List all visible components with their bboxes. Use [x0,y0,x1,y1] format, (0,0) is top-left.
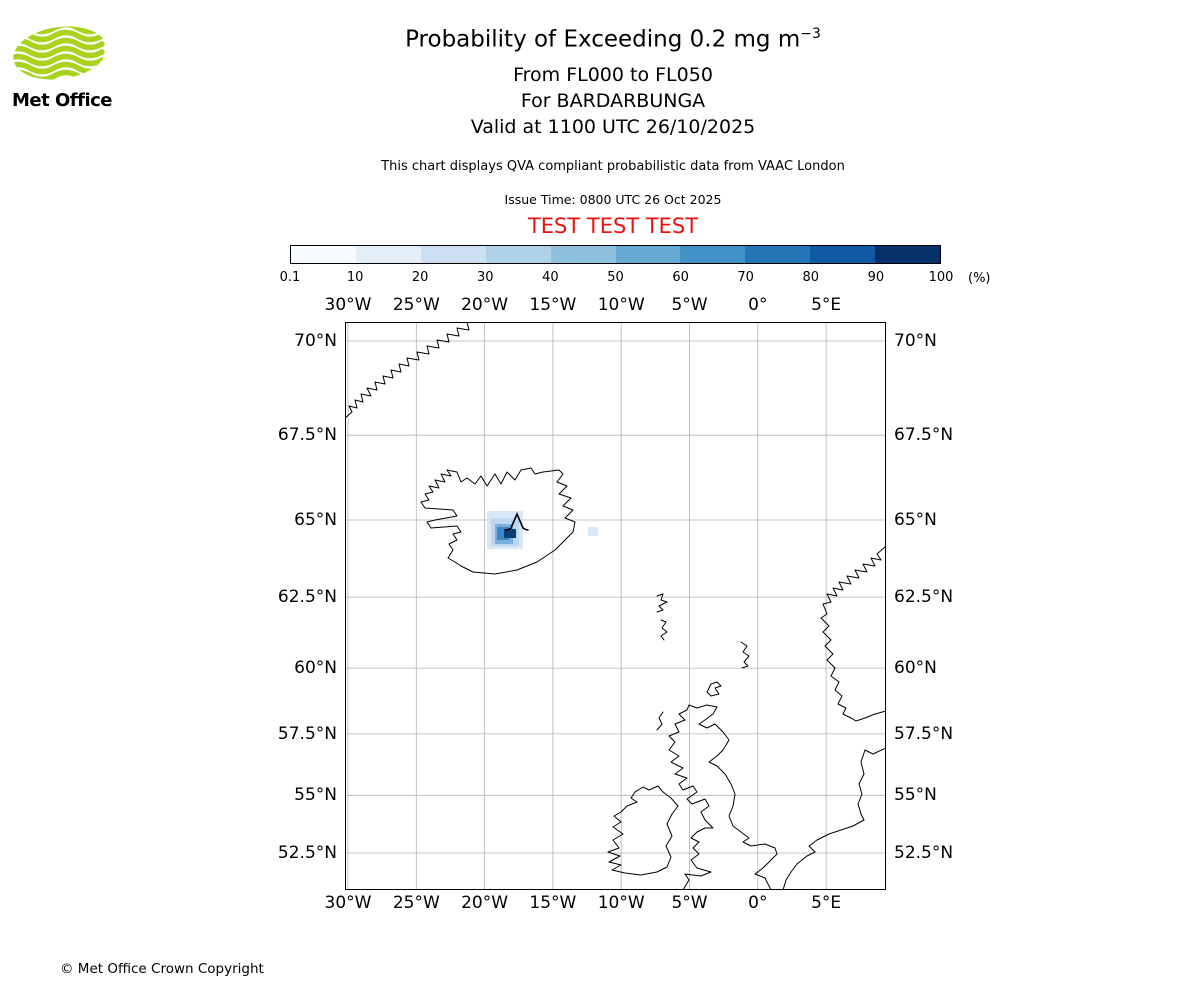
lat-tick-label: 52.5°N [894,843,954,863]
coastline-orkney [706,681,722,697]
lat-tick-label: 62.5°N [277,587,337,608]
plume-cell [504,529,516,538]
colorbar-tick-label: 90 [867,270,885,285]
map-canvas [344,321,887,891]
lon-tick-label: 30°W [324,893,372,913]
colorbar-tick-label: 0.1 [279,270,301,285]
volcano-marker-icon [505,511,529,531]
coastline-ireland [607,785,679,876]
lat-tick-label: 65°N [294,510,337,530]
colorbar-tick-label: 80 [802,270,820,285]
colorbar-tick-label: 60 [672,270,689,285]
lon-tick-label: 20°W [461,893,509,913]
colorbar [290,245,941,264]
qva-note: This chart displays QVA compliant probab… [381,159,845,174]
lat-tick-label: 60°N [894,658,937,679]
copyright: © Met Office Crown Copyright [60,961,264,977]
lon-tick-label: 15°W [529,295,577,315]
colorbar-tick-label: 40 [542,270,559,285]
colorbar-segment [875,246,941,263]
lon-tick-label: 5°W [671,295,708,315]
issue-time: Issue Time: 0800 UTC 26 Oct 2025 [504,192,722,207]
colorbar-segment [291,246,356,263]
lon-tick-label: 20°W [461,295,509,315]
lon-tick-label: 10°W [597,893,645,913]
colorbar-tick-label: 20 [411,270,429,285]
subtitle-flight-levels: From FL000 to FL050 [513,64,713,86]
colorbar-unit: (%) [968,271,991,286]
coastline-faroe-islands-south [660,619,668,641]
graticule-gridlines [345,322,886,890]
lon-tick-label: 0° [748,893,768,913]
subtitle-volcano: For BARDARBUNGA [520,90,706,112]
lat-tick-label: 52.5°N [277,843,337,863]
colorbar-tick-label: 10 [346,270,364,285]
lat-tick-label: 55°N [294,785,337,806]
lon-tick-label: 25°W [392,295,440,315]
colorbar-segment [355,246,421,263]
colorbar-tick-label: 50 [607,270,624,285]
plume-cell [588,527,598,536]
met-office-waves-icon [9,21,105,83]
lat-tick-label: 67.5°N [277,425,337,446]
page-title: Probability of Exceeding 0.2 mg m−3 [405,26,821,53]
colorbar-segment [420,246,486,263]
ash-probability-plume [487,511,598,549]
lat-tick-label: 67.5°N [894,425,954,446]
met-office-logo: Met Office [9,21,122,111]
map-border [345,322,886,890]
lon-tick-label: 10°W [597,295,645,315]
coastline-iceland [420,467,576,575]
lon-tick-label: 5°E [811,295,842,315]
lon-tick-label: 30°W [324,295,372,315]
lon-tick-label: 5°E [811,893,842,913]
subtitle-valid-time: Valid at 1100 UTC 26/10/2025 [470,116,756,138]
colorbar-tick-label: 70 [737,270,754,285]
lon-tick-label: 25°W [392,893,440,913]
coastline-greenland [344,321,470,419]
lat-tick-label: 70°N [894,331,937,351]
coastline-shetland [740,641,750,669]
lat-tick-label: 62.5°N [894,587,954,608]
coastline-great-britain [668,704,778,891]
lat-tick-label: 57.5°N [894,723,954,744]
colorbar-segment [615,246,681,263]
lat-tick-label: 55°N [894,785,937,806]
colorbar-segment [680,246,746,263]
lat-tick-label: 65°N [894,510,937,530]
lon-tick-label: 15°W [529,893,577,913]
colorbar-tick-label: 30 [477,270,494,285]
colorbar-segment [550,246,616,263]
coastline-faroe-islands [656,593,668,613]
lat-tick-label: 60°N [294,658,337,679]
lon-tick-label: 0° [748,295,768,315]
lat-tick-label: 70°N [294,331,337,351]
colorbar-segment [485,246,551,263]
met-office-wordmark: Met Office [12,90,113,111]
coastline-denmark-netherlands [782,747,887,891]
colorbar-segment [810,246,876,263]
colorbar-segment [745,246,811,263]
colorbar-tick-label: 100 [928,270,954,285]
title-exponent: −3 [800,26,821,42]
lon-tick-label: 5°W [671,893,708,913]
coastline-norway [820,545,887,722]
lat-tick-label: 57.5°N [277,723,337,744]
map [344,321,887,891]
coastline-outer-hebrides [656,711,664,731]
test-banner: TEST TEST TEST [527,214,699,238]
